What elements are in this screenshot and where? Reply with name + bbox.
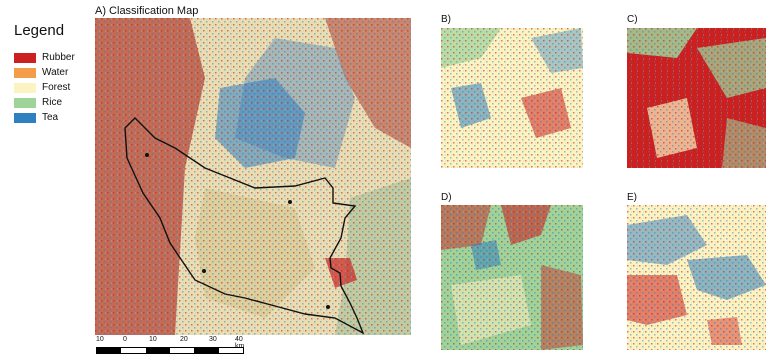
site-marker bbox=[326, 305, 330, 309]
legend-item-tea: Tea bbox=[14, 110, 94, 125]
scale-bar-segments bbox=[96, 347, 244, 354]
legend-label: Forest bbox=[42, 82, 71, 93]
site-marker bbox=[202, 269, 206, 273]
scale-segment bbox=[97, 348, 122, 353]
legend-title: Legend bbox=[14, 22, 65, 39]
legend-label: Tea bbox=[42, 112, 59, 123]
legend-item-water: Water bbox=[14, 65, 94, 80]
legend-item-forest: Forest bbox=[14, 80, 94, 95]
scale-tick-label: 40 km bbox=[235, 336, 245, 350]
map-legend: Legend Rubber Water Forest Rice Tea bbox=[14, 22, 94, 125]
panel-d-label: D) bbox=[441, 192, 452, 203]
zoom-map-d bbox=[441, 205, 583, 350]
classification-map-a bbox=[95, 18, 411, 335]
legend-swatch-water bbox=[14, 67, 36, 78]
pixel-texture bbox=[627, 205, 766, 350]
scale-tick-label: 10 bbox=[149, 336, 157, 343]
scale-segment bbox=[218, 348, 243, 353]
panel-e-label: E) bbox=[627, 192, 637, 203]
scale-segment bbox=[169, 348, 195, 353]
legend-label: Rice bbox=[42, 97, 63, 108]
legend-swatch-rubber bbox=[14, 52, 36, 63]
legend-swatch-tea bbox=[14, 112, 36, 123]
province-boundary bbox=[124, 117, 365, 335]
scale-segment bbox=[121, 348, 146, 353]
scale-segment bbox=[145, 348, 170, 353]
legend-label: Rubber bbox=[42, 52, 75, 63]
legend-label: Water bbox=[42, 67, 69, 78]
scale-tick-label: 0 bbox=[123, 336, 127, 343]
panel-b-label: B) bbox=[441, 14, 451, 25]
pixel-texture bbox=[627, 28, 766, 168]
scale-bar: 10 0 10 20 30 40 km bbox=[96, 336, 246, 354]
pixel-texture bbox=[95, 18, 411, 335]
scale-tick-label: 30 bbox=[209, 336, 217, 343]
site-marker bbox=[288, 200, 292, 204]
legend-swatch-forest bbox=[14, 82, 36, 93]
zoom-map-b bbox=[441, 28, 583, 168]
zoom-map-e bbox=[627, 205, 766, 350]
pixel-texture bbox=[441, 205, 583, 350]
legend-item-rubber: Rubber bbox=[14, 50, 94, 65]
scale-segment bbox=[194, 348, 219, 353]
scale-tick-label: 20 bbox=[180, 336, 188, 343]
site-marker bbox=[145, 153, 149, 157]
scale-ticks: 10 0 10 20 30 40 km bbox=[96, 336, 246, 350]
zoom-map-c bbox=[627, 28, 766, 168]
panel-a-title: A) Classification Map bbox=[95, 5, 199, 17]
scale-tick-label: 10 bbox=[96, 336, 104, 343]
panel-c-label: C) bbox=[627, 14, 638, 25]
legend-swatch-rice bbox=[14, 97, 36, 108]
pixel-texture bbox=[441, 28, 583, 168]
legend-item-rice: Rice bbox=[14, 95, 94, 110]
